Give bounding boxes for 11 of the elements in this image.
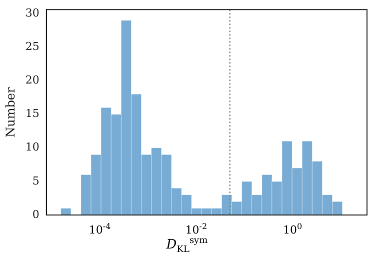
y-axis-title: Number [3,86,18,138]
x-tick-label: 10$^{-2}$ [185,222,208,237]
y-tick-label: 30 [25,6,40,20]
x-tick-label: 10$^{0}$ [283,222,302,237]
y-tick-label: 15 [25,107,40,120]
y-tick-label: 20 [25,74,40,87]
y-tick-label: 25 [25,40,40,54]
y-tick-label: 5 [32,174,40,188]
y-tick-label: 0 [32,208,40,221]
y-tick-label: 10 [25,140,40,154]
x-tick-label: 10$^{-4}$ [88,222,111,237]
